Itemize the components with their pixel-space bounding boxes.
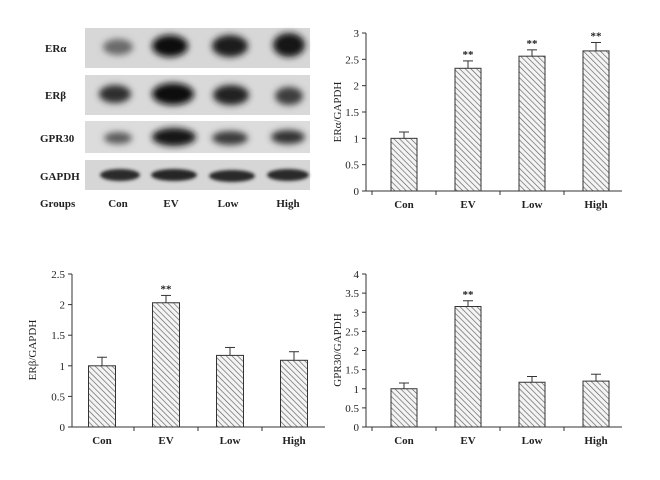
blot-band: [151, 169, 197, 181]
significance-marker: **: [527, 38, 539, 50]
blot-band: [212, 35, 248, 57]
x-category-label: Low: [220, 435, 241, 447]
blot-band: [273, 33, 305, 57]
blot-band: [271, 130, 305, 144]
y-tick-label: 1.5: [345, 107, 359, 119]
blot-bands-gapdh: [100, 169, 309, 182]
bar: [216, 354, 244, 428]
bar: [454, 67, 482, 192]
blot-row-label-gpr30: GPR30: [40, 133, 75, 145]
y-tick-label: 1: [354, 133, 360, 145]
significance-marker: **: [463, 49, 475, 61]
blot-bands-gpr30: [104, 128, 305, 146]
blot-band: [104, 132, 132, 144]
y-tick-label: 1.5: [51, 330, 65, 342]
significance-marker: **: [463, 289, 475, 301]
blot-band: [267, 169, 309, 181]
y-tick-label: 2: [354, 346, 360, 358]
y-tick-label: 2.5: [345, 54, 359, 66]
blot-band: [152, 83, 194, 105]
y-tick-label: 2: [60, 300, 66, 312]
bar: [582, 380, 610, 428]
y-tick-label: 3: [354, 307, 360, 319]
x-category-label: High: [584, 435, 607, 447]
blot-bands-er-alpha: [103, 33, 305, 57]
blot-band: [100, 169, 140, 181]
bar: [390, 388, 418, 428]
blot-row-label-gapdh: GAPDH: [40, 171, 80, 183]
bar: [390, 137, 418, 192]
x-category-label: Low: [522, 435, 543, 447]
y-tick-label: 0.5: [345, 403, 359, 415]
blot-band: [212, 131, 248, 145]
blot-row-label-er-beta: ERβ: [45, 90, 66, 102]
bar-chart-er-alpha: 0 0.5 1 1.5 2 2.5 3 Con ** EV ** Low ** High ERα/GAPDH: [332, 28, 622, 211]
blot-band: [103, 39, 133, 55]
blot-row-label-er-alpha: ERα: [45, 43, 67, 55]
blot-band: [275, 87, 303, 105]
bar-chart-er-beta: 0 0.5 1 1.5 2 2.5 Con ** EV Low High ERβ/GAPDH: [27, 269, 325, 447]
blot-band: [213, 85, 249, 105]
x-category-label: Low: [522, 199, 543, 211]
y-tick-label: 0.5: [345, 160, 359, 172]
y-tick-label: 1.5: [345, 365, 359, 377]
blot-band: [209, 170, 255, 182]
y-tick-label: 3: [354, 28, 360, 40]
bar: [88, 365, 116, 428]
y-axis-label: GPR30/GAPDH: [332, 313, 344, 386]
blot-lane-label: Con: [108, 198, 128, 210]
x-category-label: EV: [158, 435, 173, 447]
y-tick-label: 0: [354, 422, 360, 434]
x-category-label: Con: [92, 435, 112, 447]
y-axis-label: ERα/GAPDH: [332, 82, 344, 143]
y-tick-label: 3.5: [345, 288, 359, 300]
blot-band: [152, 128, 196, 146]
x-category-label: EV: [460, 435, 475, 447]
y-axis-label: ERβ/GAPDH: [27, 320, 39, 381]
blot-bands-er-beta: [99, 83, 303, 105]
significance-marker: **: [161, 283, 173, 295]
bar: [280, 359, 308, 428]
y-tick-label: 1: [60, 361, 66, 373]
blot-lane-label: High: [276, 198, 299, 210]
blot-lane-label: EV: [163, 198, 178, 210]
blot-lane-label: Low: [218, 198, 239, 210]
blot-band: [99, 85, 131, 103]
y-tick-label: 1: [354, 384, 360, 396]
y-tick-label: 2.5: [51, 269, 65, 281]
western-blot-panel: ERα ERβ GPR30 GAPDH Groups Con EV Low Hi…: [40, 28, 310, 210]
x-category-label: High: [584, 199, 607, 211]
bar: [454, 306, 482, 428]
blot-groups-label: Groups: [40, 198, 76, 210]
y-tick-label: 2.5: [345, 326, 359, 338]
y-tick-label: 0.5: [51, 391, 65, 403]
bar: [152, 302, 180, 428]
y-tick-label: 0: [60, 422, 66, 434]
significance-marker: **: [591, 30, 603, 42]
blot-band: [152, 35, 188, 57]
y-tick-label: 0: [354, 186, 360, 198]
x-category-label: Con: [394, 435, 414, 447]
bar: [582, 50, 610, 192]
y-tick-label: 4: [354, 269, 360, 281]
bar-chart-gpr30: 0 0.5 1 1.5 2 2.5 3 3.5 4 Con ** EV Low High GPR30/GAP…: [332, 269, 622, 447]
x-category-label: Con: [394, 199, 414, 211]
x-category-label: EV: [460, 199, 475, 211]
x-category-label: High: [282, 435, 305, 447]
bar: [518, 55, 546, 192]
bar: [518, 381, 546, 428]
y-tick-label: 2: [354, 81, 360, 93]
